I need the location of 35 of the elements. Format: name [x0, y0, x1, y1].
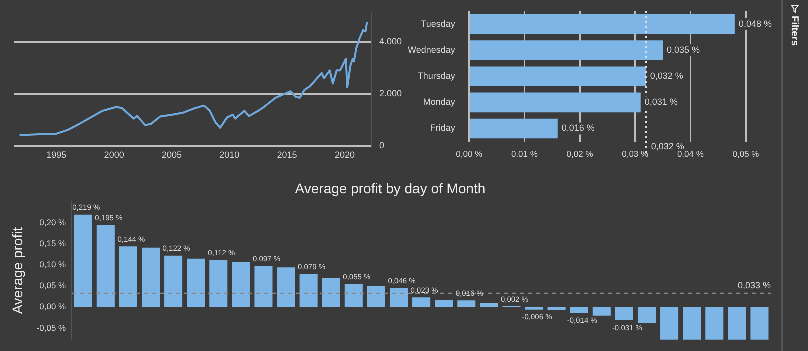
y-tick-label: Monday [423, 97, 456, 108]
y-axis-title: Average profit [9, 227, 26, 314]
data-label: 0,032 % [650, 71, 684, 82]
y-tick-label: 2.000 [379, 88, 402, 99]
x-tick-label: 2015 [277, 150, 298, 160]
y-tick-label: 4.000 [379, 36, 402, 47]
data-label: 0,016 % [562, 123, 595, 134]
data-label: 0,031 % [644, 97, 678, 108]
chart-title: Average profit by day of Month [295, 180, 486, 196]
x-tick-label: 2020 [334, 150, 355, 160]
data-label: 0,035 % [667, 45, 700, 56]
y-tick-label: -0,05 % [36, 322, 67, 333]
ref-line-label: 0,033 % [738, 280, 771, 290]
y-tick-label: Wednesday [408, 45, 456, 56]
y-tick-label: Friday [430, 123, 456, 134]
y-tick-label: Tuesday [421, 18, 456, 29]
y-tick-label: Thursday [418, 71, 456, 82]
x-tick-label: 2000 [104, 150, 124, 160]
x-tick-label: 0,01 % [511, 149, 538, 160]
y-tick-label: 0 [379, 140, 384, 151]
x-tick-label: 0,05 % [732, 149, 760, 160]
y-tick-label: 0,05 % [40, 280, 67, 291]
x-tick-label: 2010 [220, 150, 240, 160]
x-tick-label: 2005 [162, 150, 182, 160]
x-tick-label: 0,02 % [566, 149, 594, 160]
y-tick-label: 0,15 % [40, 238, 67, 248]
y-tick-label: 0,00 % [40, 302, 67, 312]
text: Filters [789, 16, 800, 46]
y-tick-label: 0,20 % [40, 217, 67, 228]
x-tick-label: 0,00 % [456, 149, 484, 160]
x-tick-label: 0,04 % [677, 149, 704, 160]
ref-line-label: 0,032 % [651, 141, 684, 152]
data-label: 0,048 % [738, 18, 772, 29]
y-tick-label: 0,10 % [40, 259, 67, 270]
x-tick-label: 1995 [46, 150, 67, 160]
